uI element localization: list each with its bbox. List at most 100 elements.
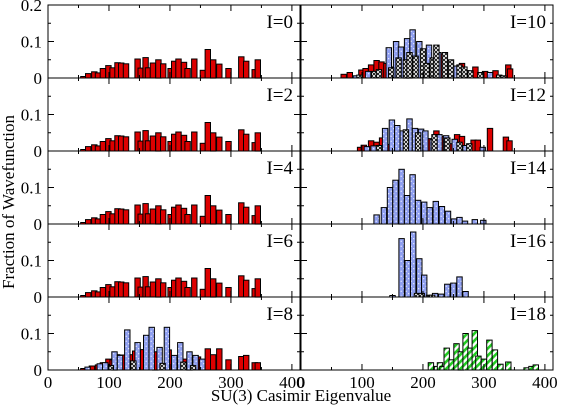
- x-tick-label: 200: [157, 373, 183, 392]
- bar-white: [447, 59, 455, 79]
- bar-blue: [373, 214, 380, 225]
- x-tick-label: 400: [532, 373, 558, 392]
- bar-red: [243, 133, 250, 152]
- bar-red: [486, 127, 494, 152]
- bar-red: [204, 195, 212, 225]
- bar-blue: [480, 219, 487, 225]
- y-tick-label: 0: [34, 288, 43, 307]
- bar-red: [85, 146, 92, 152]
- bar-red: [184, 68, 191, 79]
- bar-blue: [479, 146, 486, 152]
- bar-blue: [171, 354, 178, 371]
- bar-white: [418, 292, 425, 298]
- bar-white: [466, 143, 473, 152]
- bar-blue: [450, 218, 458, 225]
- bar-blue: [398, 168, 405, 225]
- bar-blue: [143, 334, 150, 371]
- panel-label: I=2: [266, 85, 293, 106]
- panel-label: I=4: [266, 158, 293, 179]
- bar-red: [216, 209, 223, 225]
- bar-red: [243, 60, 250, 79]
- y-tick-label: 0.1: [21, 179, 42, 198]
- bar-blue: [364, 70, 372, 79]
- y-axis-label: Fraction of Wavefunction: [0, 115, 18, 289]
- bar-blue: [403, 195, 411, 225]
- bar-blue: [363, 146, 371, 152]
- bar-blue: [410, 231, 417, 298]
- bar-red: [85, 219, 92, 225]
- bar-blue: [96, 363, 103, 371]
- bar-red: [243, 279, 250, 298]
- bar-red: [122, 282, 130, 298]
- y-tick-label: 0.1: [21, 33, 42, 52]
- bar-red: [184, 141, 191, 152]
- bar-red: [160, 282, 167, 298]
- bar-white: [441, 52, 449, 79]
- bar-blue: [404, 260, 411, 298]
- bar-red: [122, 136, 130, 152]
- bar-white: [433, 44, 440, 79]
- bar-red: [216, 63, 223, 79]
- bar-white: [180, 361, 187, 371]
- bar-red: [85, 292, 92, 298]
- bar-red: [160, 63, 167, 79]
- bar-red: [225, 287, 232, 298]
- bar-blue: [444, 283, 451, 298]
- panel-i-2: I=2: [47, 77, 301, 152]
- bar-red: [175, 204, 182, 225]
- y-tick-label: 0: [34, 69, 43, 88]
- bar-white: [412, 55, 419, 79]
- bar-red: [175, 277, 182, 298]
- bar-red: [204, 122, 212, 152]
- bar-red: [149, 62, 157, 79]
- bar-blue: [462, 291, 469, 298]
- bar-white: [423, 62, 430, 79]
- bar-red: [243, 354, 250, 371]
- panel-label: I=14: [510, 158, 547, 179]
- y-tick-label: 0.2: [21, 0, 42, 15]
- bar-white: [406, 52, 413, 79]
- bar-red: [204, 268, 212, 298]
- bar-blue: [392, 179, 399, 225]
- bar-blue: [456, 216, 463, 225]
- bar-white: [461, 66, 468, 79]
- bar-blue: [432, 200, 440, 225]
- panel-label: I=6: [266, 231, 293, 252]
- bar-red: [191, 277, 198, 298]
- bar-red: [85, 73, 92, 79]
- bar-red: [191, 204, 198, 225]
- bar-blue: [409, 174, 416, 225]
- panel-i-18: I=18: [300, 296, 554, 371]
- x-tick-label: 0: [297, 373, 306, 392]
- bar-red: [254, 132, 262, 152]
- bar-green: [486, 339, 493, 371]
- panel-label: I=10: [510, 12, 546, 33]
- bar-red: [184, 214, 191, 225]
- panel-i-8: I=8: [47, 296, 301, 371]
- bar-red: [99, 287, 107, 298]
- panel-i-12: I=12: [300, 77, 554, 152]
- bar-blue: [421, 201, 428, 225]
- bar-white: [159, 362, 166, 371]
- bar-blue: [444, 210, 452, 225]
- y-tick-label: 0: [34, 142, 43, 161]
- bar-red: [160, 136, 167, 152]
- bar-red: [122, 63, 130, 79]
- bar-red: [210, 205, 217, 225]
- bar-green: [497, 363, 504, 371]
- bar-red: [99, 68, 107, 79]
- bar-red: [254, 59, 262, 79]
- bar-red: [216, 282, 223, 298]
- bar-blue: [426, 207, 433, 225]
- bar-red: [99, 214, 107, 225]
- bar-red: [254, 278, 262, 298]
- bar-white: [130, 360, 137, 371]
- bar-blue: [381, 127, 389, 152]
- bar-red: [506, 140, 513, 152]
- bar-red: [149, 135, 157, 152]
- bar-red: [340, 73, 347, 79]
- bar-red: [149, 281, 157, 298]
- bar-blue: [124, 329, 131, 371]
- y-tick-label: 0: [34, 361, 43, 380]
- bar-blue: [438, 206, 446, 225]
